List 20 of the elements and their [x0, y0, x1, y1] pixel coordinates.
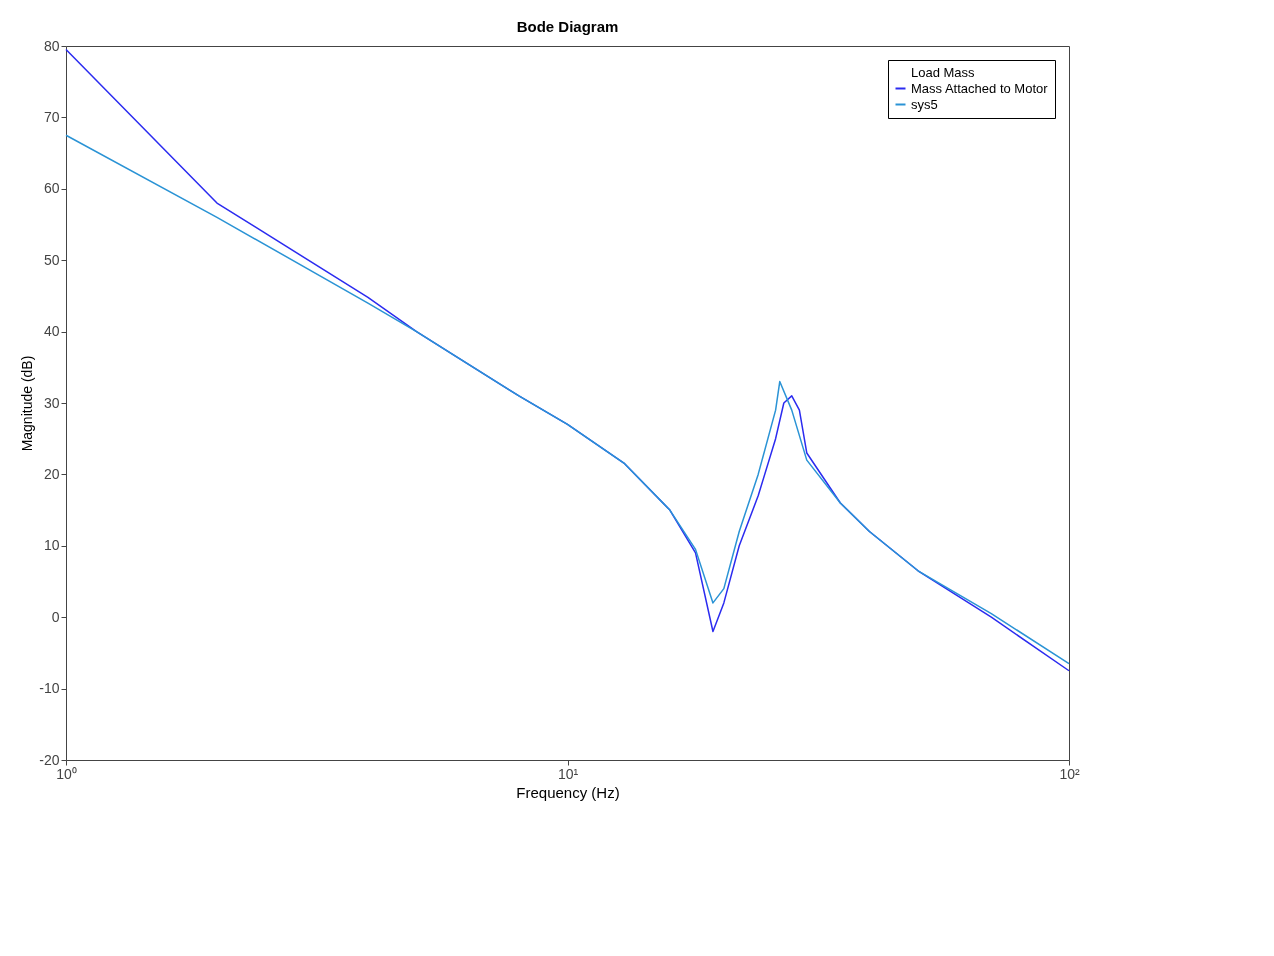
y-tick-label: 60	[43, 180, 60, 197]
y-tick-label: 20	[43, 465, 60, 482]
y-tick-label: 50	[43, 251, 60, 268]
chart-title: Bode Diagram	[516, 18, 619, 35]
x-axis-title: Frequency (Hz)	[516, 783, 620, 801]
x-tick-label: 10²	[1059, 765, 1080, 782]
legend-label: Mass Attached to Motor	[911, 80, 1049, 96]
y-tick-label: 10	[43, 537, 60, 554]
x-tick-label: 10¹	[557, 765, 579, 782]
y-axis-title: Magnitude (dB)	[19, 355, 36, 452]
y-tick-label: 40	[43, 323, 60, 340]
text: Load Mass	[911, 64, 976, 80]
y-tick-label: -20	[39, 751, 60, 768]
y-tick-label: 30	[43, 394, 60, 411]
y-tick-label: 80	[43, 37, 60, 54]
x-tick-label: 10⁰	[56, 765, 77, 782]
y-tick-label: -10	[39, 680, 60, 697]
legend-label: sys5	[911, 96, 938, 112]
y-tick-label: 0	[51, 608, 60, 625]
y-tick-label: 70	[43, 108, 60, 125]
